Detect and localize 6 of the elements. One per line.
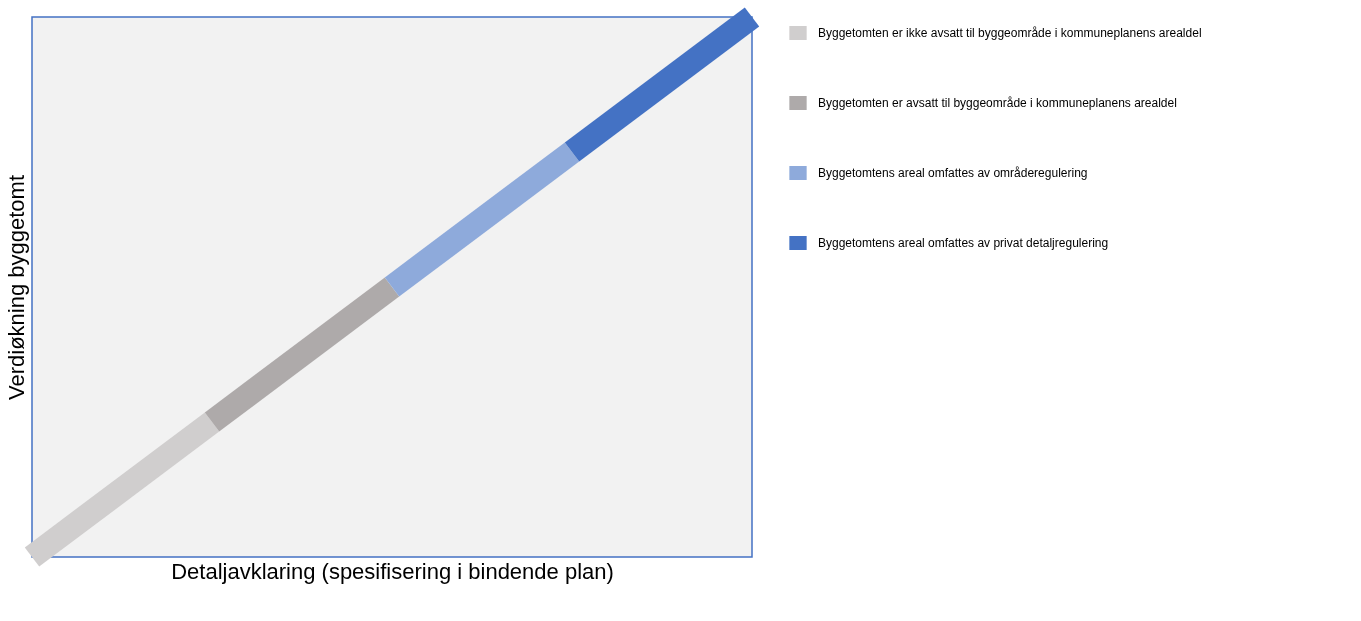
x-axis-title: Detaljavklaring (spesifisering i bindende plan) — [171, 558, 614, 584]
legend-label: Byggetomtens areal omfattes av privat detaljregulering — [818, 236, 1109, 250]
legend-label: Byggetomtens areal omfattes av områderegulering — [818, 166, 1088, 180]
legend-label: Byggetomten er avsatt til byggeområde i kommuneplanens arealdel — [818, 96, 1177, 110]
legend-label: Byggetomten er ikke avsatt til byggeområde i kommuneplanens arealdel — [818, 26, 1202, 40]
y-axis-title: Verdiøkning byggetomt — [3, 174, 29, 401]
